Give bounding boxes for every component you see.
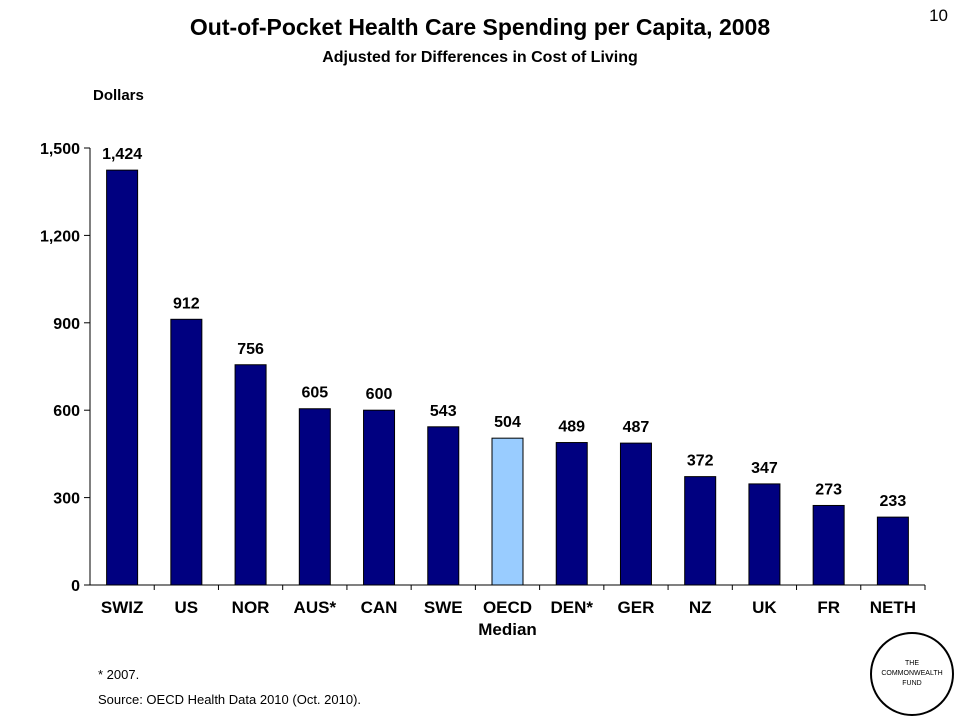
data-label: 347 bbox=[751, 460, 778, 477]
x-tick-label: DEN* bbox=[550, 598, 593, 617]
bar-fr bbox=[812, 504, 845, 586]
y-tick-label: 900 bbox=[53, 316, 80, 333]
bar-nz bbox=[684, 476, 717, 586]
data-label: 273 bbox=[815, 481, 842, 498]
x-tick-label: GER bbox=[618, 598, 655, 617]
x-tick-label: SWE bbox=[424, 598, 463, 617]
chart-title: Out-of-Pocket Health Care Spending per C… bbox=[189, 14, 771, 40]
footnote: * 2007. bbox=[98, 667, 140, 682]
slide-number: 10 bbox=[929, 6, 948, 25]
x-tick-label: NZ bbox=[689, 598, 712, 617]
data-label: 504 bbox=[494, 414, 521, 431]
x-tick-label: NETH bbox=[870, 598, 916, 617]
x-tick-label: US bbox=[175, 598, 199, 617]
commonwealth-fund-logo: THE COMMONWEALTH FUND bbox=[870, 632, 954, 716]
y-tick-label: 1,200 bbox=[40, 228, 80, 245]
data-label: 600 bbox=[366, 386, 393, 403]
y-tick-label: 300 bbox=[53, 491, 80, 508]
bar-neth bbox=[876, 516, 909, 586]
bar-oecd bbox=[491, 437, 524, 586]
bar-aus bbox=[298, 408, 331, 586]
logo-line: THE bbox=[905, 660, 919, 667]
x-tick-label: OECD bbox=[483, 598, 532, 617]
data-label: 489 bbox=[558, 419, 585, 436]
y-tick-label: 0 bbox=[71, 578, 80, 595]
logo-line: COMMONWEALTH bbox=[881, 670, 943, 677]
data-label: 233 bbox=[880, 493, 907, 510]
y-tick-label: 1,500 bbox=[40, 141, 80, 158]
y-axis-label: Dollars bbox=[93, 87, 144, 104]
bar-nor bbox=[234, 364, 267, 586]
x-tick-label: NOR bbox=[232, 598, 270, 617]
x-tick-label: CAN bbox=[361, 598, 398, 617]
bar-can bbox=[363, 409, 396, 586]
bar-den bbox=[555, 442, 588, 586]
data-label: 487 bbox=[623, 419, 650, 436]
bar-ger bbox=[619, 442, 652, 586]
x-tick-label: UK bbox=[752, 598, 777, 617]
bar-us bbox=[170, 318, 203, 586]
data-label: 372 bbox=[687, 453, 714, 470]
bar-swiz bbox=[106, 169, 139, 586]
bar-swe bbox=[427, 426, 460, 586]
data-label: 1,424 bbox=[102, 146, 142, 163]
x-tick-label: SWIZ bbox=[101, 598, 144, 617]
x-tick-label: FR bbox=[817, 598, 840, 617]
y-tick-label: 600 bbox=[53, 403, 80, 420]
chart-subtitle: Adjusted for Differences in Cost of Livi… bbox=[322, 49, 638, 66]
data-label: 912 bbox=[173, 295, 200, 312]
bar-uk bbox=[748, 483, 781, 586]
x-tick-sublabel: Median bbox=[478, 620, 537, 639]
data-label: 605 bbox=[301, 385, 328, 402]
x-tick-label: AUS* bbox=[294, 598, 337, 617]
source-note: Source: OECD Health Data 2010 (Oct. 2010… bbox=[98, 692, 362, 707]
data-label: 756 bbox=[237, 341, 264, 358]
logo-line: FUND bbox=[902, 680, 922, 687]
data-label: 543 bbox=[430, 403, 457, 420]
